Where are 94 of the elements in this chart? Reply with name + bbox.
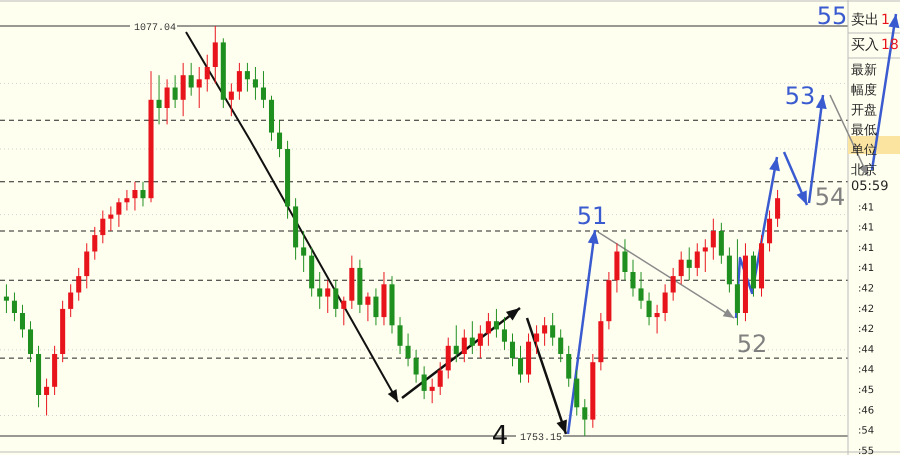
- text: :46: [858, 405, 874, 416]
- candlestick: [156, 74, 162, 125]
- text: 买入: [851, 37, 879, 53]
- candlestick: [124, 190, 130, 211]
- candlestick: [622, 238, 628, 281]
- candlestick: [406, 333, 411, 367]
- candlestick: [92, 226, 98, 260]
- candlestick: [44, 378, 50, 416]
- text: :42: [858, 284, 874, 294]
- candlestick: [678, 251, 684, 285]
- text: :55: [858, 446, 874, 455]
- candlestick: [341, 296, 346, 326]
- candlestick: [373, 288, 378, 326]
- candlestick: [454, 324, 459, 363]
- candlestick: [398, 316, 403, 354]
- candlestick: [132, 181, 138, 211]
- candlestick: [462, 328, 467, 363]
- text: :41: [858, 263, 874, 274]
- text: :44: [858, 344, 874, 356]
- text: :45: [858, 385, 874, 396]
- text: 1: [881, 12, 890, 28]
- candlestick: [486, 312, 491, 346]
- candlestick: [260, 70, 266, 108]
- text: 54: [814, 183, 846, 211]
- text: :44: [858, 364, 874, 376]
- candlestick: [654, 304, 660, 334]
- candlestick: [333, 280, 338, 318]
- candlestick: [196, 66, 202, 108]
- candlestick: [140, 181, 146, 207]
- text: 开盘: [851, 103, 877, 118]
- candlestick: [558, 328, 564, 363]
- candlestick: [236, 62, 242, 100]
- candlestick: [550, 312, 556, 346]
- candlestick: [470, 320, 475, 354]
- candlestick: [68, 284, 74, 318]
- text: :54: [858, 426, 874, 437]
- text: :42: [858, 324, 874, 336]
- candlestick: [438, 362, 443, 396]
- text: :41: [858, 202, 874, 214]
- candlestick: [686, 246, 692, 281]
- text: :42: [858, 304, 874, 315]
- text: 卖出: [851, 12, 879, 28]
- candlestick: [108, 206, 114, 232]
- candlestick: [317, 272, 322, 310]
- candlestick: [20, 304, 26, 338]
- candlestick: [710, 218, 716, 260]
- candlestick: [694, 242, 700, 277]
- candlestick: [638, 272, 644, 310]
- candlestick: [365, 292, 370, 322]
- candlestick: [244, 62, 250, 92]
- candlestick: [494, 308, 499, 338]
- text: 最新: [851, 63, 877, 78]
- candlestick: [534, 324, 540, 354]
- candlestick: [164, 78, 170, 125]
- candlestick: [702, 238, 708, 272]
- candlestick: [4, 284, 9, 314]
- annotation: 51: [576, 202, 608, 230]
- candlestick: [422, 366, 427, 400]
- candlestick: [582, 398, 588, 436]
- candlestick: [414, 349, 419, 384]
- text: 05:59: [851, 179, 888, 194]
- candlestick: [670, 267, 676, 302]
- candlestick: [116, 198, 122, 228]
- candlestick: [325, 280, 330, 314]
- text: 55: [816, 2, 848, 30]
- candlestick: [542, 316, 548, 346]
- candlestick: [277, 120, 282, 158]
- candlestick: [646, 292, 652, 326]
- text: 53: [784, 82, 816, 110]
- candlestick: [252, 66, 258, 100]
- text: 北京: [851, 163, 877, 178]
- text: :41: [858, 222, 874, 234]
- candlestick: [228, 82, 234, 117]
- text: 最低: [851, 123, 877, 138]
- candlestick: [172, 74, 178, 108]
- candlestick: [478, 324, 483, 359]
- annotation: 1753.15: [520, 433, 562, 444]
- candlestick: [775, 190, 780, 228]
- annotation: 52: [736, 330, 768, 358]
- candlestick: [662, 284, 668, 322]
- text: :41: [858, 242, 874, 254]
- candlestick: [502, 316, 507, 350]
- candlestick: [12, 292, 17, 322]
- candlestick: [301, 230, 306, 272]
- candlestick: [76, 267, 82, 302]
- text: 幅度: [851, 82, 877, 98]
- candlestick: [630, 259, 636, 298]
- candlestick: [204, 54, 210, 92]
- candlestick: [518, 345, 524, 384]
- annotation: 1077.04: [134, 23, 176, 34]
- candlestick: [188, 62, 194, 96]
- candlestick: [510, 333, 516, 367]
- candlestick: [430, 378, 435, 404]
- candlestick: [100, 210, 106, 244]
